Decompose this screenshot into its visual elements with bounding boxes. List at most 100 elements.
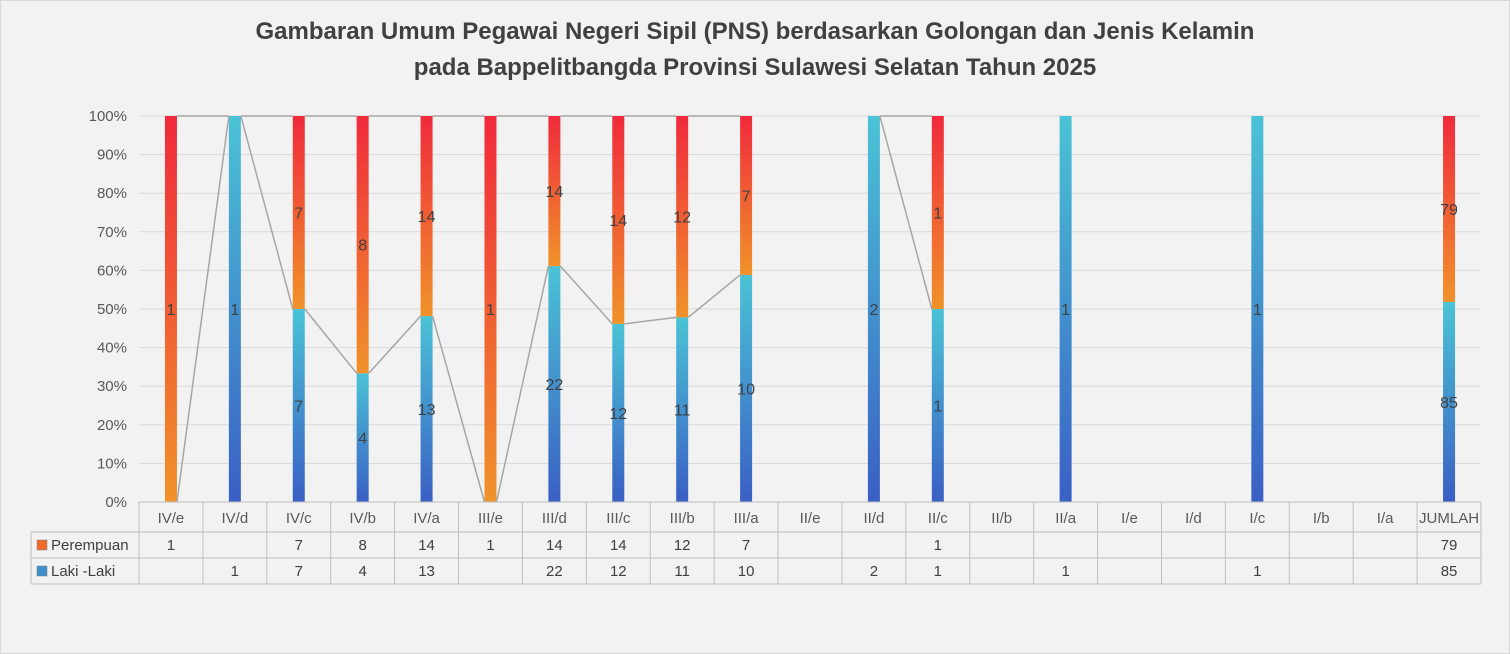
table-cell: 1 [934,563,942,580]
x-tick-label: I/c [1249,510,1265,527]
data-label-perempuan: 12 [673,210,691,227]
data-label-laki-laki: 1 [230,302,239,319]
x-tick-label: IV/c [286,510,312,527]
x-tick-label: II/a [1055,510,1077,527]
chart-title-line-1: Gambaran Umum Pegawai Negeri Sipil (PNS)… [255,18,1255,45]
table-cell: 8 [358,537,366,554]
table-cell: 12 [674,537,691,554]
data-label-laki-laki: 11 [674,403,691,420]
series-line-laki-laki [304,308,358,374]
data-label-laki-laki: 12 [609,406,627,423]
bar-perempuan [484,116,497,502]
table-cell: 10 [738,563,755,580]
data-label-perempuan: 1 [486,302,495,319]
table-cell: 7 [295,537,303,554]
series-line-laki-laki [624,316,677,325]
table-cell: 4 [358,563,366,580]
y-tick-label: 60% [97,262,127,279]
x-tick-label: IV/d [222,510,249,527]
bar-perempuan [548,116,561,267]
data-label-laki-laki: 1 [933,399,942,416]
x-tick-label: I/e [1121,510,1138,527]
data-label-perempuan: 7 [742,188,751,205]
data-label-perempuan: 1 [933,206,942,223]
bar-perempuan [164,116,177,502]
bar-perempuan [356,116,369,374]
y-tick-label: 80% [97,185,127,202]
table-cell: 1 [1253,563,1261,580]
series-line-laki-laki [368,315,422,374]
y-tick-label: 40% [97,340,127,357]
table-cell: 14 [610,537,627,554]
y-tick-label: 100% [89,108,127,125]
bar-laki-laki [867,116,880,502]
data-label-laki-laki: 22 [545,377,563,394]
table-cell: 1 [1061,563,1069,580]
data-label-laki-laki: 1 [1061,302,1070,319]
data-label-perempuan: 14 [609,213,627,230]
table-cell: 7 [742,537,750,554]
x-tick-label: I/a [1377,510,1394,527]
x-tick-label: II/d [863,510,884,527]
bar-perempuan [676,116,689,318]
bar-laki-laki [420,316,433,502]
x-tick-label: III/b [670,510,695,527]
chart-title-line-2: pada Bappelitbangda Provinsi Sulawesi Se… [413,54,1097,81]
table-cell: 11 [674,563,690,580]
y-axis-ticks: 0% 10% 20% 30% 40% 50% 60% 70% 80% 90% 100% [89,108,127,511]
series-line-laki-laki [176,115,230,503]
x-tick-label: II/b [991,510,1012,527]
data-label-laki-laki: 7 [294,399,303,416]
bar-laki-laki [292,309,305,502]
bar-laki-laki [356,373,369,502]
y-tick-label: 30% [97,378,127,395]
data-label-perempuan: 79 [1440,202,1458,219]
bar-laki-laki [228,116,241,502]
bar-perempuan [612,116,625,324]
x-tick-label: III/c [606,510,631,527]
bar-perempuan [931,116,944,309]
bar-perempuan [292,116,305,309]
y-tick-label: 0% [105,494,127,511]
bar-laki-laki [740,274,753,502]
y-tick-label: 70% [97,224,127,241]
x-tick-label: III/a [734,510,760,527]
x-tick-label: III/d [542,510,567,527]
chart-title: Gambaran Umum Pegawai Negeri Sipil (PNS)… [0,14,1510,86]
bar-laki-laki [676,317,689,502]
data-label-perempuan: 14 [545,184,563,201]
bar-laki-laki [931,309,944,502]
data-label-laki-laki: 10 [737,381,755,398]
series-line-laki-laki [879,115,933,310]
x-tick-label: IV/b [349,510,376,527]
table-cell: 13 [418,563,435,580]
bar-laki-laki [1443,301,1456,502]
data-label-perempuan: 14 [418,209,436,226]
table-cell: 1 [167,537,175,554]
series-line-laki-laki [431,315,486,503]
table-cell: 22 [546,563,563,580]
gridlines [139,115,1481,503]
bar-laki-laki [1251,116,1264,502]
y-tick-label: 90% [97,147,127,164]
x-tick-label: IV/a [413,510,440,527]
table-cell: 1 [486,537,494,554]
x-tick-label: III/e [478,510,503,527]
legend-key [36,565,48,577]
table-cell: 7 [295,563,303,580]
table-cell: 79 [1441,537,1458,554]
series-line-laki-laki [559,265,613,325]
table-cell: 14 [546,537,563,554]
table-cell: 14 [418,537,435,554]
table-cell: 1 [934,537,942,554]
legend-label: Perempuan [51,537,129,554]
bar-perempuan [420,116,433,317]
data-label-perempuan: 1 [166,302,175,319]
y-tick-label: 20% [97,417,127,434]
table-cell: 85 [1441,563,1458,580]
data-label-laki-laki: 1 [1253,302,1262,319]
x-tick-label: JUMLAH [1419,510,1479,527]
table-cell: 12 [610,563,627,580]
